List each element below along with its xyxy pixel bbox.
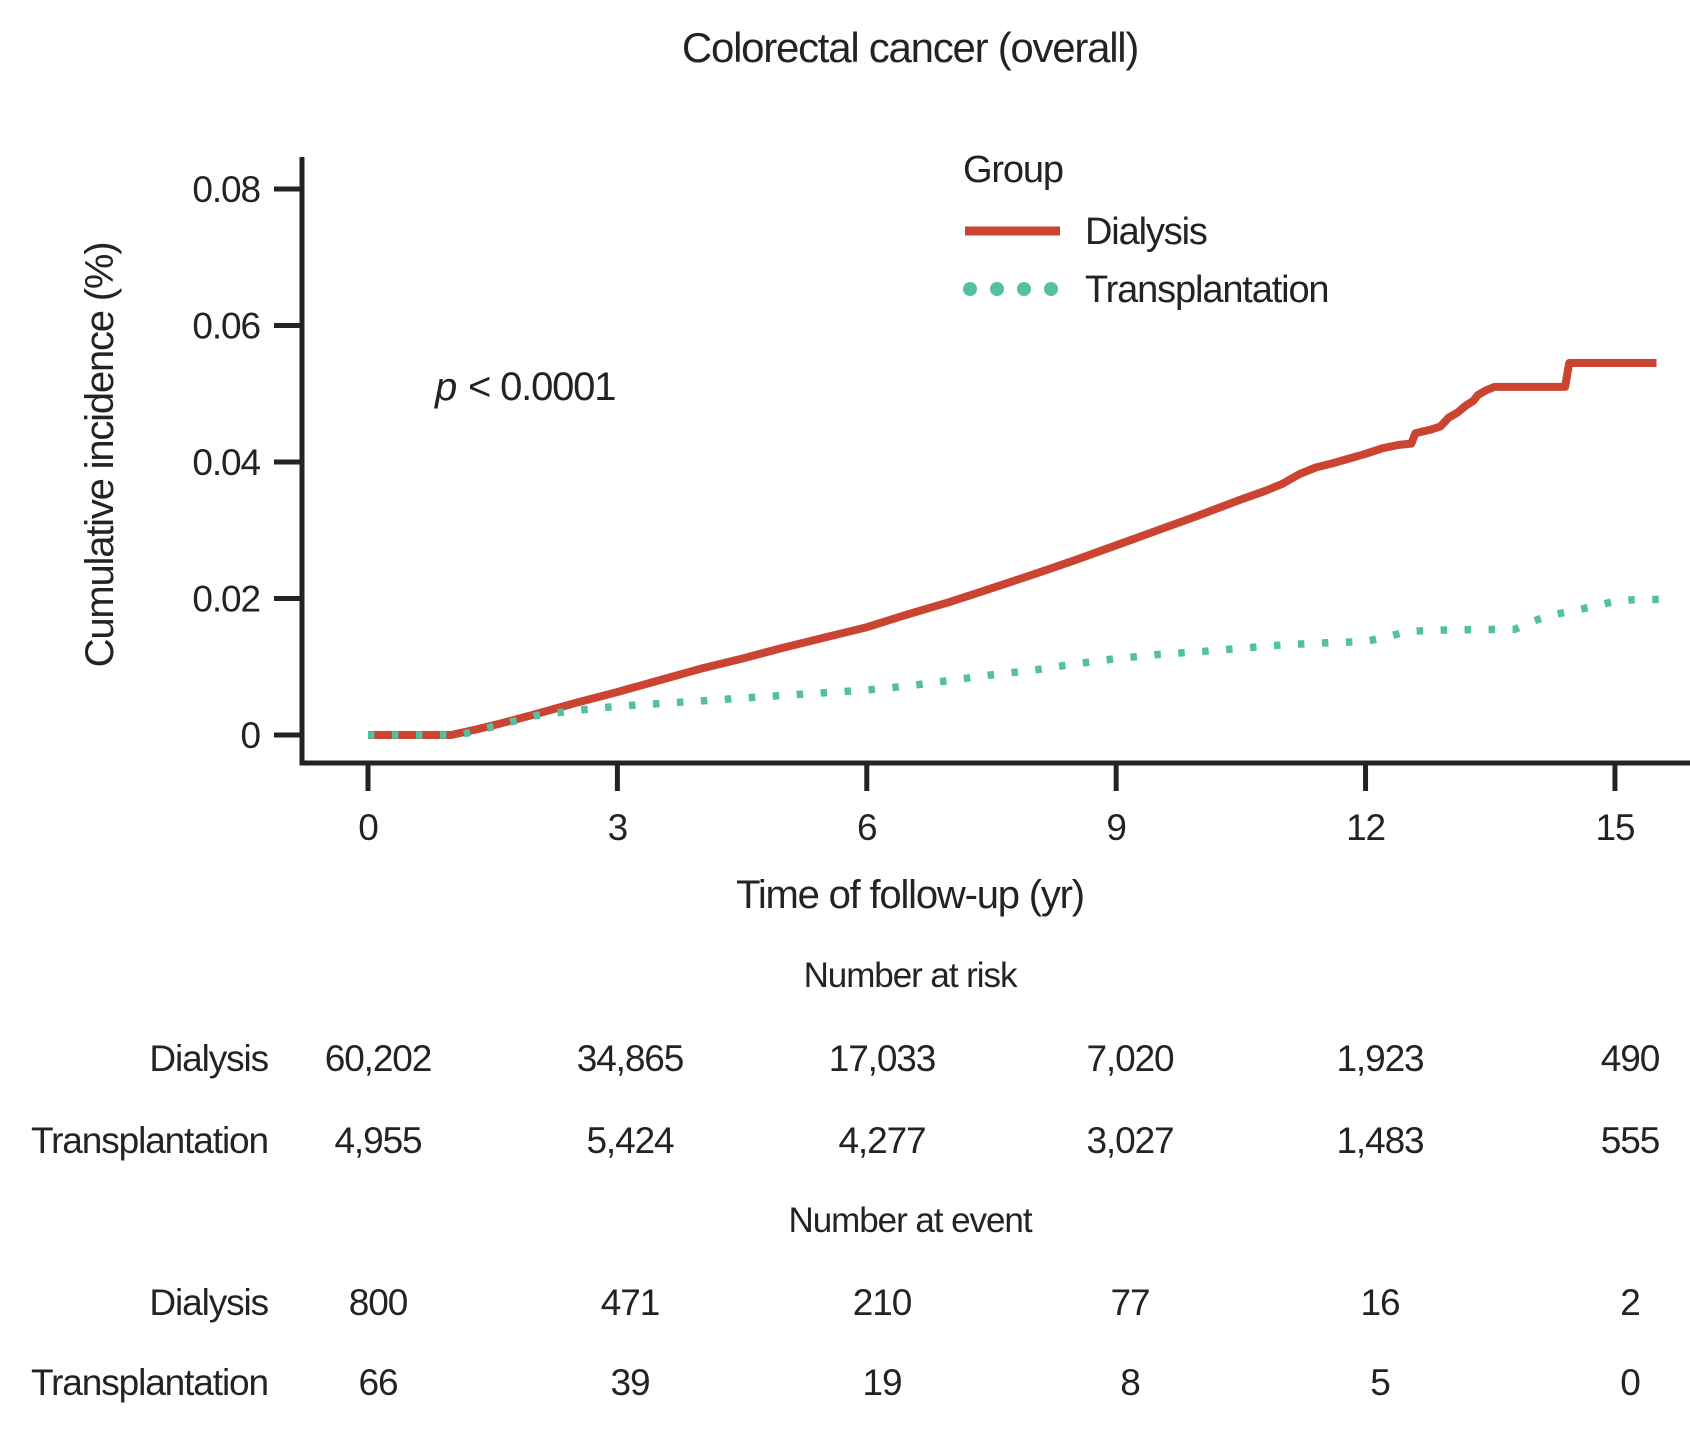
event-table-row-label-transplantation: Transplantation xyxy=(31,1362,268,1403)
table-cell: 39 xyxy=(611,1362,650,1403)
table-cell: 66 xyxy=(359,1362,398,1403)
event-table-row-label-dialysis: Dialysis xyxy=(149,1282,268,1323)
table-cell: 1,483 xyxy=(1336,1120,1423,1161)
y-tick-label: 0.06 xyxy=(192,306,260,347)
y-tick-label: 0.04 xyxy=(192,442,260,483)
table-cell: 4,955 xyxy=(334,1120,422,1161)
table-cell: 17,033 xyxy=(829,1038,936,1079)
table-cell: 5 xyxy=(1370,1362,1390,1403)
table-cell: 0 xyxy=(1620,1362,1640,1403)
x-tick-label: 3 xyxy=(608,807,627,848)
p-value-text: < 0.0001 xyxy=(468,365,615,409)
transplantation-curve xyxy=(368,595,1665,739)
y-tick-label: 0.02 xyxy=(192,579,260,620)
incidence-curves xyxy=(368,359,1665,739)
risk-table-title: Number at risk xyxy=(804,956,1018,995)
x-tick-label: 15 xyxy=(1595,807,1634,848)
x-tick-label: 12 xyxy=(1346,807,1385,848)
y-tick-label: 0.08 xyxy=(192,169,260,210)
legend-title: Group xyxy=(963,149,1063,191)
table-cell: 60,202 xyxy=(325,1038,432,1079)
table-cell: 210 xyxy=(853,1282,912,1323)
table-cell: 471 xyxy=(601,1282,659,1323)
y-tick-label: 0 xyxy=(241,715,261,756)
risk-event-tables: Number at risk Dialysis 60,202 34,865 17,033… xyxy=(31,956,1661,1403)
legend: Group Dialysis Transplantation xyxy=(963,149,1330,311)
table-cell: 4,277 xyxy=(838,1120,925,1161)
table-cell: 19 xyxy=(863,1362,902,1403)
risk-table-row-label-transplantation: Transplantation xyxy=(31,1120,268,1161)
table-cell: 490 xyxy=(1601,1038,1660,1079)
p-value-annotation: p < 0.0001 xyxy=(434,365,615,409)
x-tick-label: 6 xyxy=(857,807,876,848)
table-cell: 1,923 xyxy=(1336,1038,1423,1079)
table-cell: 7,020 xyxy=(1086,1038,1174,1079)
p-value-symbol: p xyxy=(434,365,456,409)
table-cell: 77 xyxy=(1111,1282,1150,1323)
legend-dialysis-label: Dialysis xyxy=(1085,211,1207,253)
x-tick-label: 9 xyxy=(1106,807,1125,848)
table-cell: 555 xyxy=(1601,1120,1660,1161)
y-axis-label: Cumulative incidence (%) xyxy=(78,243,122,668)
axis-lines xyxy=(299,157,1690,766)
table-cell: 3,027 xyxy=(1086,1120,1173,1161)
chart-title: Colorectal cancer (overall) xyxy=(682,24,1138,71)
legend-transplantation-label: Transplantation xyxy=(1085,269,1328,311)
x-tick-label: 0 xyxy=(358,807,378,848)
x-axis-ticks: 0 3 6 9 12 15 xyxy=(358,763,1636,848)
legend-transplantation-dots-swatch xyxy=(963,282,1058,296)
table-cell: 16 xyxy=(1361,1282,1400,1323)
table-cell: 5,424 xyxy=(586,1120,674,1161)
table-cell: 34,865 xyxy=(577,1038,684,1079)
x-axis-label: Time of follow-up (yr) xyxy=(736,873,1084,917)
event-table-title: Number at event xyxy=(789,1201,1033,1240)
dialysis-curve xyxy=(368,359,1657,739)
table-cell: 800 xyxy=(349,1282,408,1323)
table-cell: 8 xyxy=(1120,1362,1139,1403)
y-axis-ticks: 0 0.02 0.04 0.06 0.08 xyxy=(192,169,302,756)
table-cell: 2 xyxy=(1620,1282,1639,1323)
risk-table-row-label-dialysis: Dialysis xyxy=(149,1038,268,1079)
